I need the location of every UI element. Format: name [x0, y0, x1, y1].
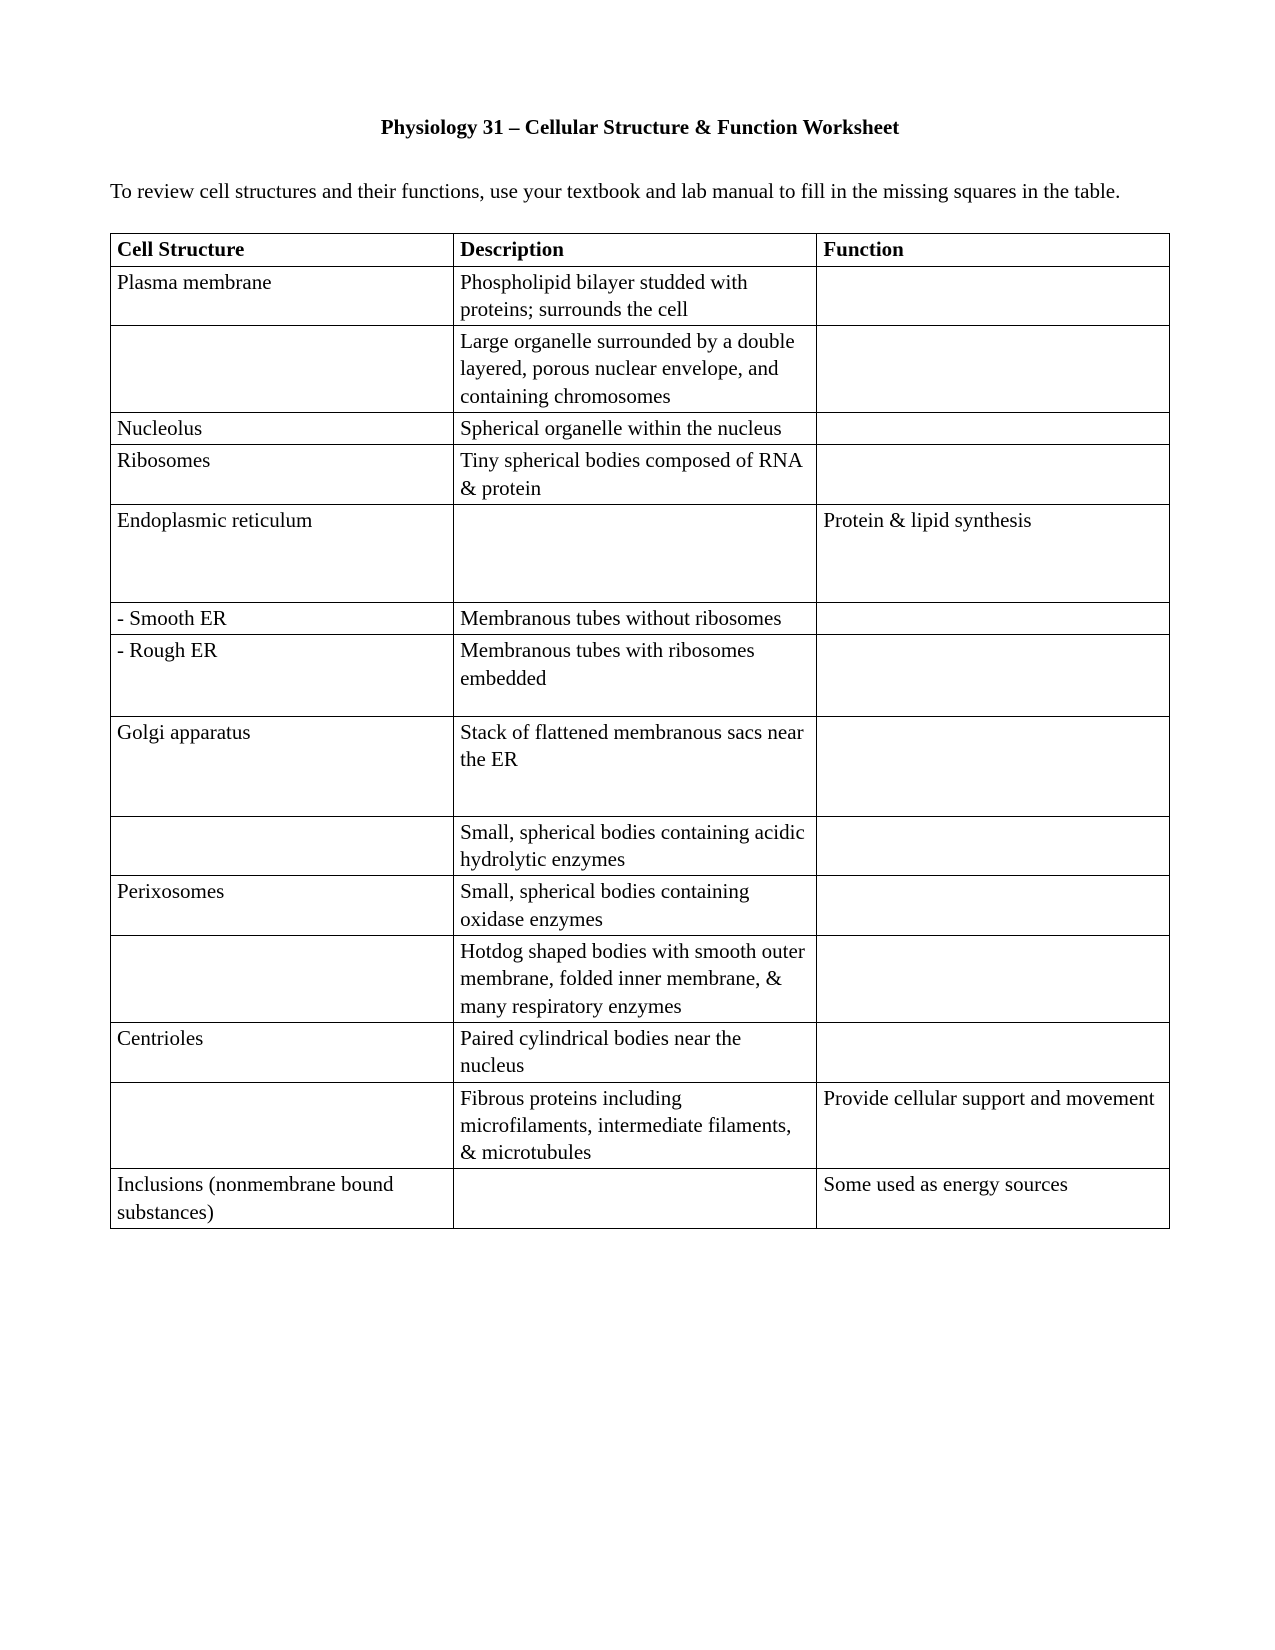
- cell-function: [817, 1022, 1170, 1082]
- cell-structure: [111, 326, 454, 413]
- cell-description: Hotdog shaped bodies with smooth outer m…: [454, 936, 817, 1023]
- cell-structure: - Smooth ER: [111, 602, 454, 634]
- cell-function: [817, 876, 1170, 936]
- cell-function: [817, 266, 1170, 326]
- cell-function: [817, 602, 1170, 634]
- table-row: Small, spherical bodies containing acidi…: [111, 816, 1170, 876]
- cell-function: [817, 635, 1170, 717]
- table-header-row: Cell Structure Description Function: [111, 234, 1170, 266]
- cell-structure: Endoplasmic reticulum: [111, 504, 454, 602]
- header-function: Function: [817, 234, 1170, 266]
- table-row: - Smooth ER Membranous tubes without rib…: [111, 602, 1170, 634]
- cell-structure: [111, 816, 454, 876]
- cell-description: Membranous tubes without ribosomes: [454, 602, 817, 634]
- table-row: Endoplasmic reticulum Protein & lipid sy…: [111, 504, 1170, 602]
- table-row: Nucleolus Spherical organelle within the…: [111, 413, 1170, 445]
- cell-function: Provide cellular support and movement: [817, 1082, 1170, 1169]
- cell-description: Large organelle surrounded by a double l…: [454, 326, 817, 413]
- table-row: Inclusions (nonmembrane bound substances…: [111, 1169, 1170, 1229]
- cell-function: [817, 716, 1170, 816]
- cell-structure: Nucleolus: [111, 413, 454, 445]
- cell-structure: Perixosomes: [111, 876, 454, 936]
- cell-structure: Plasma membrane: [111, 266, 454, 326]
- cell-structure: Ribosomes: [111, 445, 454, 505]
- cell-description: Paired cylindrical bodies near the nucle…: [454, 1022, 817, 1082]
- cell-description: Tiny spherical bodies composed of RNA & …: [454, 445, 817, 505]
- table-row: Ribosomes Tiny spherical bodies composed…: [111, 445, 1170, 505]
- cell-function: Some used as energy sources: [817, 1169, 1170, 1229]
- header-structure: Cell Structure: [111, 234, 454, 266]
- table-row: Centrioles Paired cylindrical bodies nea…: [111, 1022, 1170, 1082]
- cell-description: [454, 504, 817, 602]
- worksheet-table: Cell Structure Description Function Plas…: [110, 233, 1170, 1229]
- cell-description: Spherical organelle within the nucleus: [454, 413, 817, 445]
- table-row: Plasma membrane Phospholipid bilayer stu…: [111, 266, 1170, 326]
- cell-description: Fibrous proteins including microfilament…: [454, 1082, 817, 1169]
- cell-function: Protein & lipid synthesis: [817, 504, 1170, 602]
- table-row: Hotdog shaped bodies with smooth outer m…: [111, 936, 1170, 1023]
- page-title: Physiology 31 – Cellular Structure & Fun…: [110, 115, 1170, 140]
- cell-structure: - Rough ER: [111, 635, 454, 717]
- cell-structure: Inclusions (nonmembrane bound substances…: [111, 1169, 454, 1229]
- cell-structure: Centrioles: [111, 1022, 454, 1082]
- cell-structure: Golgi apparatus: [111, 716, 454, 816]
- cell-function: [817, 326, 1170, 413]
- cell-description: Phospholipid bilayer studded with protei…: [454, 266, 817, 326]
- cell-description: Stack of flattened membranous sacs near …: [454, 716, 817, 816]
- cell-structure: [111, 936, 454, 1023]
- table-row: Perixosomes Small, spherical bodies cont…: [111, 876, 1170, 936]
- cell-description: [454, 1169, 817, 1229]
- cell-description: Membranous tubes with ribosomes embedded: [454, 635, 817, 717]
- cell-structure: [111, 1082, 454, 1169]
- table-row: Large organelle surrounded by a double l…: [111, 326, 1170, 413]
- cell-description: Small, spherical bodies containing oxida…: [454, 876, 817, 936]
- table-row: - Rough ER Membranous tubes with ribosom…: [111, 635, 1170, 717]
- cell-description: Small, spherical bodies containing acidi…: [454, 816, 817, 876]
- table-row: Fibrous proteins including microfilament…: [111, 1082, 1170, 1169]
- cell-function: [817, 816, 1170, 876]
- header-description: Description: [454, 234, 817, 266]
- cell-function: [817, 413, 1170, 445]
- cell-function: [817, 936, 1170, 1023]
- table-row: Golgi apparatus Stack of flattened membr…: [111, 716, 1170, 816]
- cell-function: [817, 445, 1170, 505]
- intro-text: To review cell structures and their func…: [110, 178, 1170, 205]
